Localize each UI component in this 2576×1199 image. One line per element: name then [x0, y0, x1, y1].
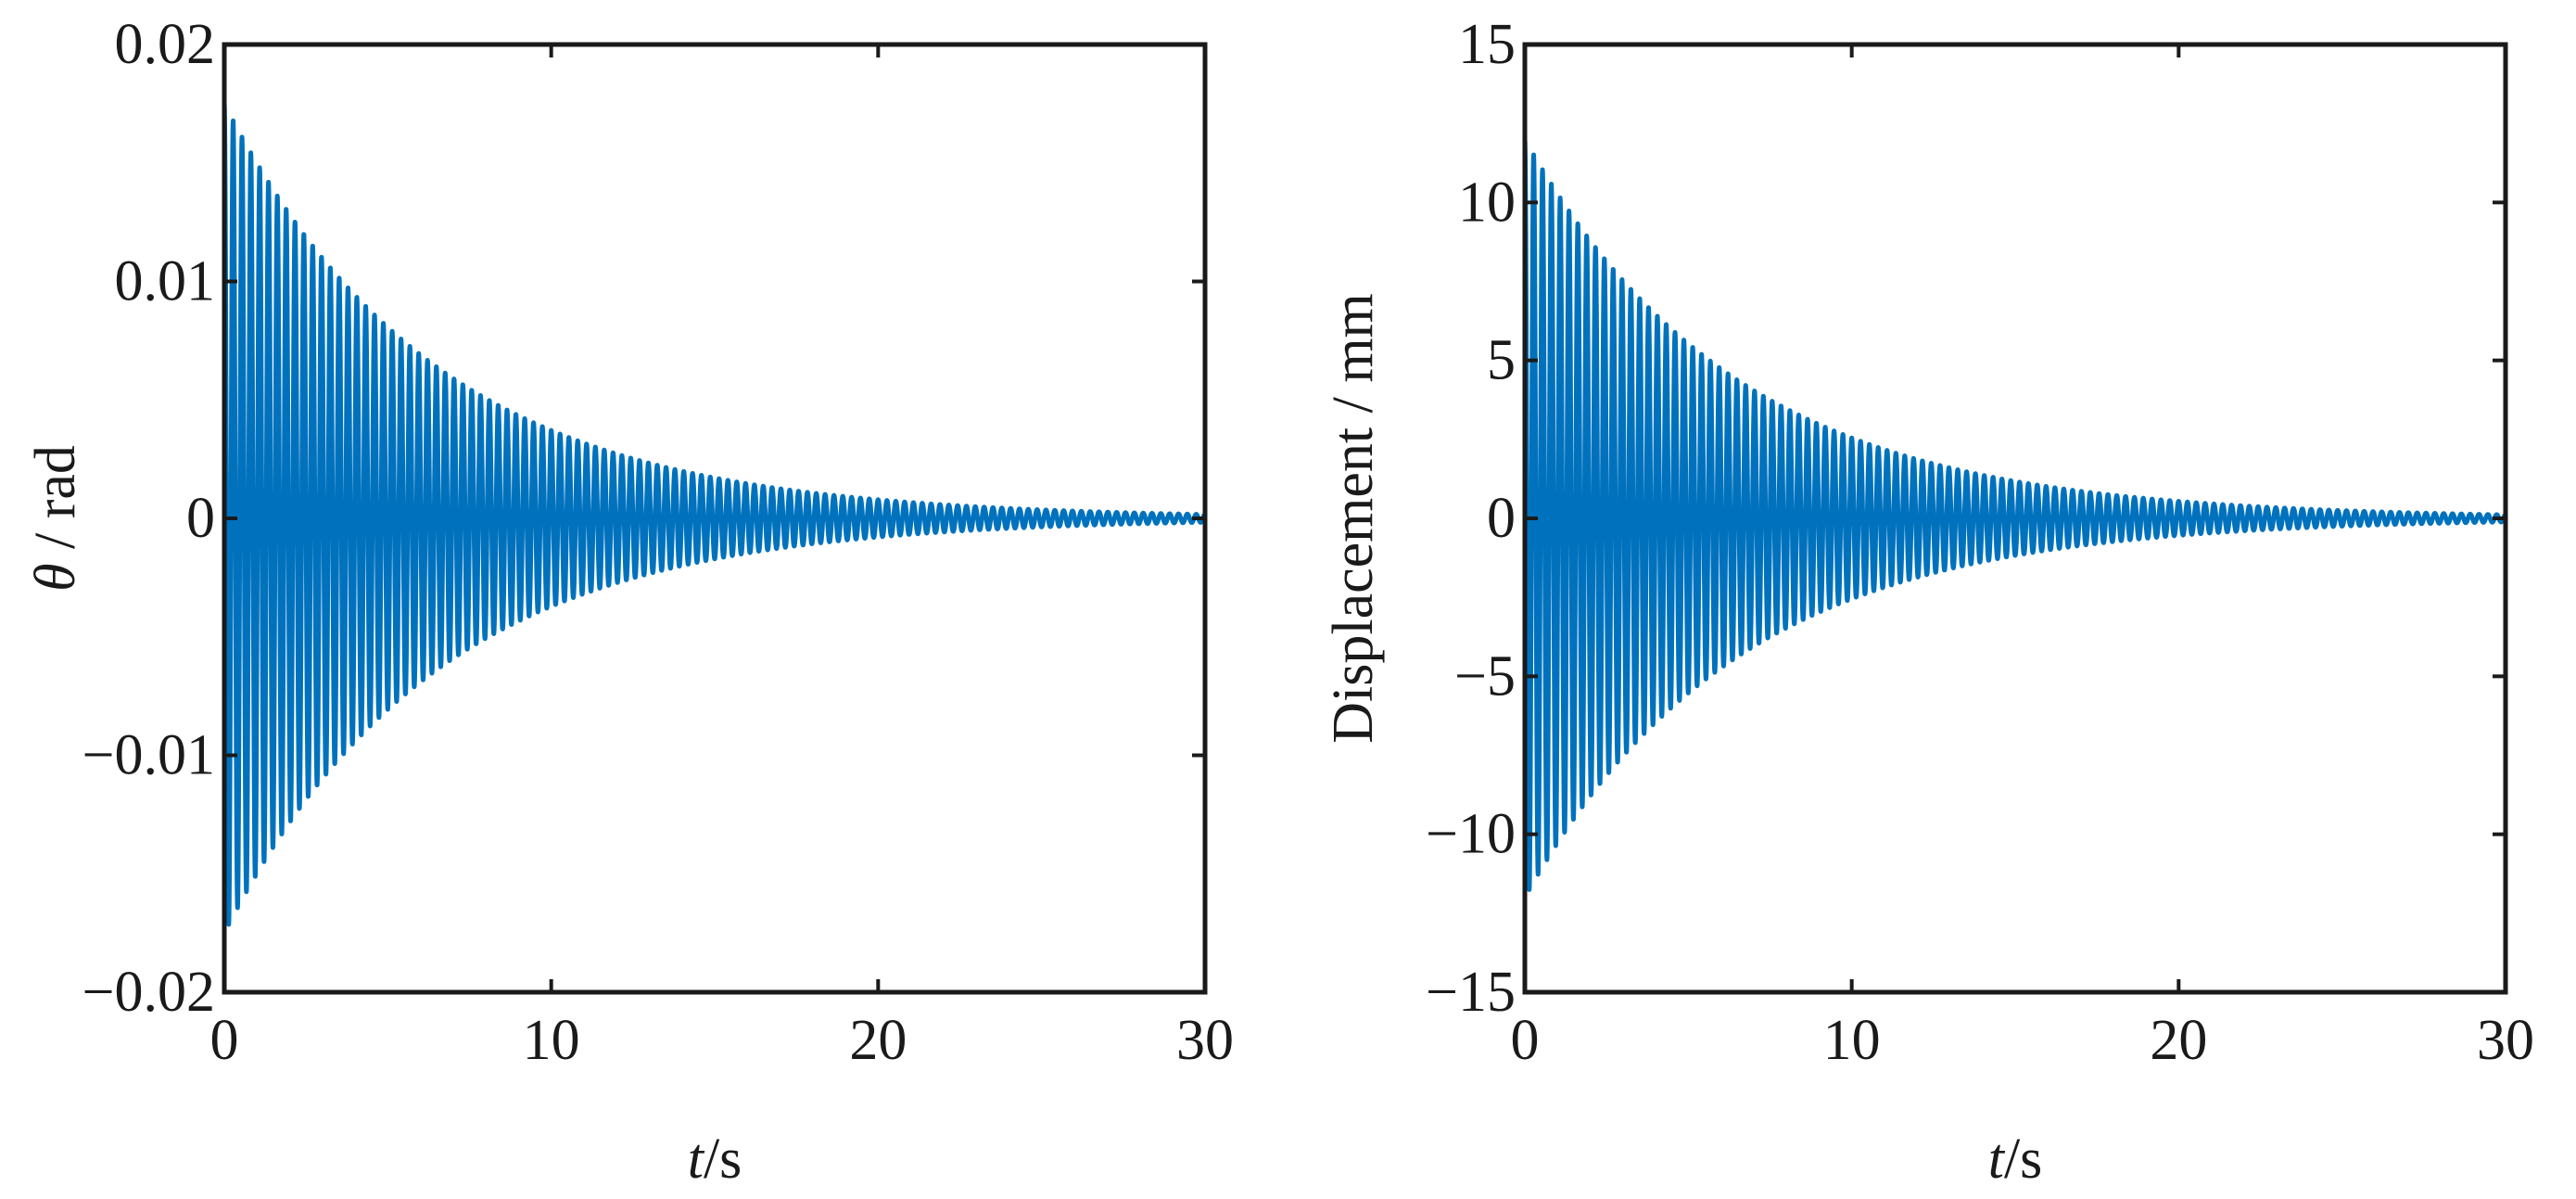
displacement-x-tick-label: 10	[1823, 1009, 1881, 1072]
displacement-y-tick-label: −15	[1426, 961, 1516, 1024]
displacement-y-tick-label: −10	[1426, 803, 1516, 866]
displacement-y-tick-label: 0	[1487, 487, 1516, 550]
theta-x-tick-label: 10	[523, 1009, 580, 1072]
theta-ticks: 0 10 20 30 −0.02 −0.01 0 0.01 0.02	[82, 13, 1234, 1072]
displacement-ticks: 0 10 20 30 −15 −10 −5 0 5 10 15	[1426, 13, 2534, 1072]
theta-series-line	[222, 103, 1208, 927]
displacement-plot-area	[1522, 139, 2508, 892]
displacement-x-tick-label: 0	[1511, 1009, 1540, 1072]
displacement-y-axis-label: Displacement / mm	[1322, 293, 1385, 744]
chart-displacement: 0 10 20 30 −15 −10 −5 0 5 10 15 t/s Displacement /…	[1322, 13, 2534, 1191]
displacement-y-tick-label: 5	[1487, 329, 1516, 392]
theta-plot-area	[222, 103, 1208, 927]
theta-x-axis-unit: /s	[704, 1128, 742, 1191]
displacement-x-tick-label: 30	[2477, 1009, 2534, 1072]
theta-y-axis-var: θ	[24, 563, 87, 591]
displacement-y-tick-label: 10	[1458, 171, 1516, 234]
theta-y-tick-label: 0.01	[115, 250, 216, 313]
theta-x-axis-label: t/s	[688, 1128, 742, 1191]
displacement-y-axis-unit: Displacement / mm	[1322, 293, 1385, 744]
theta-y-tick-label: 0.02	[115, 13, 216, 76]
theta-y-axis-unit: / rad	[24, 445, 87, 563]
displacement-x-tick-label: 20	[2150, 1009, 2207, 1072]
displacement-series-line	[1522, 139, 2508, 892]
displacement-x-axis-var: t	[1988, 1128, 2006, 1191]
theta-x-tick-label: 0	[210, 1009, 239, 1072]
theta-y-tick-label: −0.02	[82, 961, 215, 1024]
theta-x-axis-var: t	[688, 1128, 705, 1191]
displacement-y-tick-label: −5	[1454, 644, 1516, 708]
theta-y-tick-label: −0.01	[82, 724, 215, 787]
theta-x-tick-label: 20	[849, 1009, 907, 1072]
theta-y-axis-label: θ / rad	[24, 445, 87, 592]
chart-theta: 0 10 20 30 −0.02 −0.01 0 0.01 0.02 t/s θ / rad	[24, 13, 1234, 1191]
displacement-x-axis-label: t/s	[1988, 1128, 2043, 1191]
theta-y-tick-label: 0	[186, 487, 215, 550]
displacement-y-tick-label: 15	[1458, 13, 1516, 76]
theta-x-tick-label: 30	[1176, 1009, 1234, 1072]
displacement-x-axis-unit: /s	[2004, 1128, 2042, 1191]
